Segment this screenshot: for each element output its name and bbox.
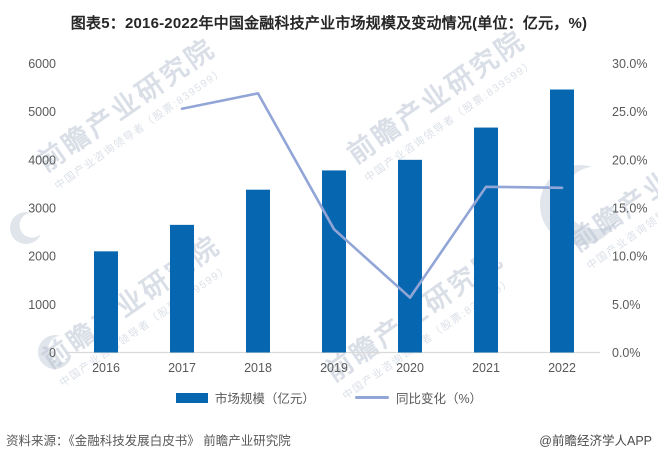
y-axis-left-tick-label: 4000 [28,153,56,167]
y-axis-right-tick-label: 20.0% [612,153,647,167]
y-axis-left-tick-label: 3000 [28,202,56,216]
market-size-bar-2020 [398,159,422,353]
legend: 市场规模（亿元） 同比变化（%） [0,388,658,407]
source-note: 资料来源：《金融科技发展白皮书》 前瞻产业研究院 [6,434,291,448]
credit-note: @前瞻经济学人APP [539,434,652,448]
legend-label: 市场规模（亿元） [214,392,315,406]
y-axis-left-tick-label: 1000 [28,298,56,312]
x-axis-tick-label: 2021 [472,361,500,375]
x-axis-tick-label: 2016 [92,361,120,375]
x-axis-tick-label: 2017 [168,361,196,375]
legend-item: 同比变化（%） [354,388,483,407]
footer: 资料来源：《金融科技发展白皮书》 前瞻产业研究院 @前瞻经济学人APP [6,430,652,449]
market-size-bar-2022 [550,89,574,353]
y-axis-left-tick-label: 2000 [28,250,56,264]
bar-swatch-icon [175,392,208,403]
chart-title: 图表5：2016-2022年中国金融科技产业市场规模及变动情况(单位：亿元，%) [70,15,588,32]
line-swatch-icon [354,396,389,399]
legend-item: 市场规模（亿元） [175,388,315,407]
x-axis-tick-label: 2020 [396,361,424,375]
y-axis-left-tick-label: 6000 [28,57,56,71]
market-size-bar-2018 [246,189,270,353]
y-axis-right-tick-label: 10.0% [612,250,647,264]
y-axis-right-tick-label: 25.0% [612,105,647,119]
market-size-bar-2019 [322,170,346,353]
y-axis-right-tick-label: 30.0% [612,57,647,71]
y-axis-left-tick-label: 0 [49,346,56,360]
y-axis-right-tick-label: 15.0% [612,202,647,216]
x-axis-tick-label: 2022 [548,361,576,375]
x-axis-tick-label: 2019 [320,361,348,375]
market-size-bar-2016 [94,251,118,353]
y-axis-right-tick-label: 0.0% [612,346,641,360]
market-size-bar-2021 [474,127,498,353]
market-size-bar-2017 [170,224,194,353]
y-axis-right-tick-label: 5.0% [612,298,641,312]
legend-label: 同比变化（%） [395,392,483,406]
yoy-change-line [180,92,564,299]
y-axis-left-tick-label: 5000 [28,105,56,119]
x-axis-tick-label: 2018 [244,361,272,375]
